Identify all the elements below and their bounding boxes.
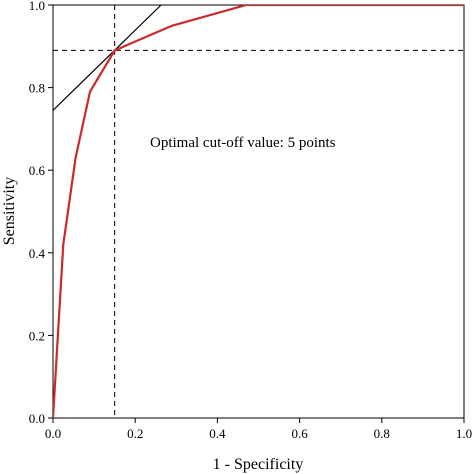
tangent-line (53, 5, 162, 111)
x-tick-label: 0.0 (45, 426, 61, 441)
x-tick-label: 0.2 (127, 426, 143, 441)
y-tick-label: 0.4 (29, 246, 46, 261)
x-tick-label: 0.8 (374, 426, 390, 441)
y-axis-ticks: 0.0 0.2 0.4 0.6 0.8 1.0 (29, 0, 53, 426)
x-tick-label: 0.6 (291, 426, 308, 441)
y-tick-label: 1.0 (29, 0, 45, 13)
y-tick-label: 0.6 (29, 163, 46, 178)
y-axis-title: Sensitivity (1, 177, 18, 245)
x-tick-label: 0.4 (209, 426, 226, 441)
optimal-cutoff-annotation: Optimal cut-off value: 5 points (150, 135, 336, 151)
x-axis-ticks: 0.0 0.2 0.4 0.6 0.8 1.0 (45, 418, 472, 441)
x-axis-title: 1 - Specificity (213, 456, 304, 473)
y-tick-label: 0.2 (29, 328, 45, 343)
plot-area (53, 5, 464, 418)
y-tick-label: 0.8 (29, 81, 45, 96)
roc-curve (53, 5, 464, 418)
x-tick-label: 1.0 (456, 426, 472, 441)
y-tick-label: 0.0 (29, 411, 45, 426)
